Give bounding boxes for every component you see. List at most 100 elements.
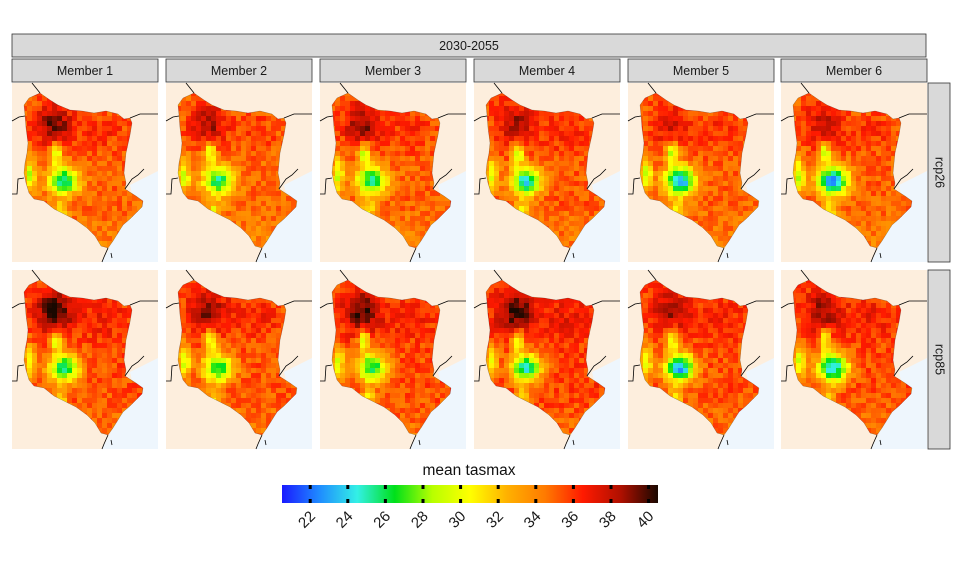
- raster-cell: [241, 201, 247, 207]
- raster-cell: [32, 101, 38, 107]
- raster-cell: [846, 186, 852, 192]
- raster-cell: [266, 201, 272, 207]
- raster-cell: [841, 171, 847, 177]
- raster-cell: [42, 151, 48, 157]
- raster-cell: [718, 141, 724, 147]
- raster-cell: [534, 191, 540, 197]
- raster-cell: [375, 211, 381, 217]
- raster-cell: [410, 181, 416, 187]
- raster-cell: [821, 126, 827, 132]
- raster-cell: [410, 176, 416, 182]
- raster-cell: [231, 156, 237, 162]
- raster-cell: [216, 136, 222, 142]
- raster-cell: [723, 156, 729, 162]
- raster-cell: [673, 126, 679, 132]
- raster-cell: [841, 201, 847, 207]
- raster-cell: [569, 206, 575, 212]
- raster-cell: [380, 186, 386, 192]
- raster-cell: [816, 166, 822, 172]
- raster-cell: [127, 201, 133, 207]
- raster-cell: [57, 141, 63, 147]
- raster-cell: [246, 151, 252, 157]
- raster-cell: [549, 176, 555, 182]
- raster-cell: [504, 171, 510, 177]
- raster-cell: [241, 136, 247, 142]
- raster-cell: [256, 116, 262, 122]
- raster-cell: [534, 151, 540, 157]
- raster-cell: [509, 141, 515, 147]
- raster-cell: [584, 191, 590, 197]
- raster-cell: [708, 171, 714, 177]
- raster-cell: [241, 116, 247, 122]
- raster-cell: [92, 206, 98, 212]
- raster-cell: [87, 201, 93, 207]
- raster-cell: [856, 121, 862, 127]
- raster-cell: [107, 186, 113, 192]
- raster-cell: [559, 156, 565, 162]
- raster-cell: [886, 206, 892, 212]
- raster-cell: [62, 131, 68, 137]
- raster-cell: [360, 136, 366, 142]
- raster-cell: [286, 206, 292, 212]
- raster-cell: [332, 116, 336, 122]
- raster-cell: [241, 206, 247, 212]
- raster-cell: [821, 146, 827, 152]
- raster-cell: [281, 196, 287, 202]
- raster-cell: [92, 116, 98, 122]
- raster-cell: [236, 181, 242, 187]
- raster-cell: [236, 206, 242, 212]
- raster-cell: [559, 151, 565, 157]
- raster-cell: [524, 111, 530, 117]
- country-outline: [485, 92, 606, 249]
- raster-cell: [544, 191, 550, 197]
- raster-cell: [738, 201, 744, 207]
- raster-cell: [793, 161, 797, 167]
- raster-cell: [196, 186, 202, 192]
- raster-cell: [881, 226, 887, 232]
- raster-cell: [539, 126, 545, 132]
- raster-cell: [841, 216, 847, 222]
- raster-cell: [733, 201, 739, 207]
- raster-cell: [122, 141, 128, 147]
- raster-cell: [811, 141, 817, 147]
- raster-cell: [405, 126, 411, 132]
- raster-cell: [251, 171, 257, 177]
- raster-cell: [102, 181, 108, 187]
- raster-cell: [440, 196, 446, 202]
- raster-cell: [534, 186, 540, 192]
- raster-cell: [891, 196, 897, 202]
- raster-cell: [236, 131, 242, 137]
- raster-cell: [196, 136, 202, 142]
- raster-cell: [77, 176, 83, 182]
- raster-cell: [405, 206, 411, 212]
- raster-cell: [355, 171, 361, 177]
- raster-cell: [643, 176, 649, 182]
- raster-cell: [683, 196, 689, 202]
- raster-cell: [806, 96, 812, 102]
- raster-cell: [886, 126, 892, 132]
- raster-cell: [246, 126, 252, 132]
- column-strip-label: Member 2: [211, 64, 267, 78]
- raster-cell: [524, 171, 530, 177]
- raster-cell: [77, 196, 83, 202]
- raster-cell: [519, 126, 525, 132]
- raster-cell: [683, 166, 689, 172]
- raster-cell: [345, 121, 351, 127]
- raster-cell: [181, 96, 187, 102]
- raster-cell: [509, 156, 515, 162]
- raster-cell: [851, 116, 857, 122]
- raster-cell: [906, 196, 912, 202]
- raster-cell: [246, 201, 252, 207]
- raster-cell: [826, 121, 832, 127]
- raster-cell: [67, 211, 73, 217]
- raster-cell: [107, 196, 113, 202]
- raster-cell: [335, 106, 341, 112]
- raster-cell: [196, 176, 202, 182]
- raster-cell: [861, 231, 867, 237]
- raster-cell: [52, 106, 58, 112]
- raster-cell: [261, 121, 267, 127]
- raster-cell: [24, 161, 28, 167]
- raster-cell: [643, 111, 649, 117]
- raster-cell: [261, 151, 267, 157]
- raster-cell: [231, 116, 237, 122]
